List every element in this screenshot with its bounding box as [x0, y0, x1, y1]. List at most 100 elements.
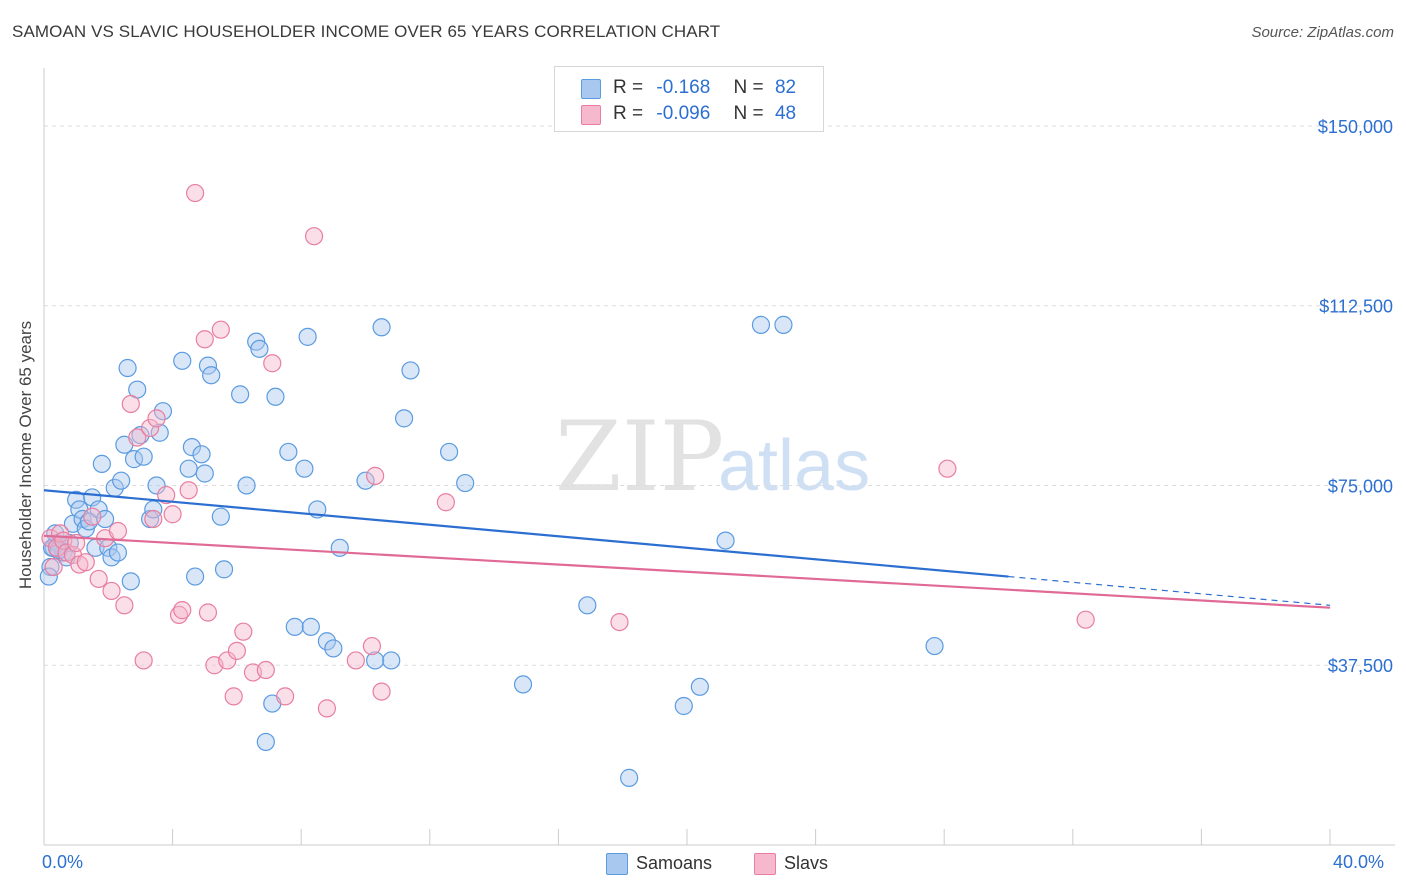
- data-point: [195, 330, 214, 349]
- data-point: [112, 471, 131, 490]
- data-point: [266, 387, 285, 406]
- data-point: [372, 318, 391, 337]
- x-max-label: 40.0%: [1333, 852, 1385, 872]
- series-slavs: [41, 183, 1095, 718]
- data-point: [108, 521, 128, 541]
- data-point: [121, 572, 140, 591]
- data-point: [195, 464, 214, 483]
- data-point: [89, 500, 108, 519]
- data-point: [346, 651, 365, 670]
- data-point: [157, 485, 176, 505]
- data-point: [153, 402, 173, 421]
- data-point: [169, 605, 189, 625]
- data-point: [182, 438, 201, 457]
- data-point: [218, 651, 237, 670]
- series-samoans: [39, 315, 944, 787]
- data-point: [231, 385, 250, 404]
- data-point: [578, 596, 597, 615]
- data-point: [179, 481, 198, 500]
- data-point: [362, 636, 382, 656]
- n-label: N =: [733, 77, 764, 98]
- data-point: [214, 560, 234, 579]
- data-point: [366, 651, 385, 670]
- r-value: -0.096: [656, 103, 711, 124]
- data-point: [285, 617, 304, 636]
- y-tick-label: $75,000: [1328, 476, 1393, 496]
- data-point: [317, 699, 337, 718]
- data-point: [456, 473, 475, 493]
- data-point: [690, 677, 709, 696]
- legend-swatch-slavs: [754, 853, 776, 875]
- data-point: [89, 569, 108, 589]
- data-point: [121, 394, 140, 414]
- data-point: [198, 603, 218, 622]
- trend-line-slavs: [43, 534, 1331, 609]
- data-point: [301, 617, 320, 636]
- data-point: [179, 459, 198, 478]
- n-value: 48: [774, 103, 797, 124]
- watermark-atlas: atlas: [718, 426, 870, 506]
- y-tick-label: $112,500: [1319, 297, 1393, 317]
- data-point: [295, 459, 314, 478]
- axes: [43, 68, 1395, 846]
- data-point: [144, 509, 163, 529]
- data-point: [202, 366, 221, 385]
- data-point: [234, 622, 253, 641]
- y-tick-labels: $150,000 $112,500 $75,000 $37,500: [1318, 117, 1393, 676]
- data-point: [211, 320, 230, 339]
- source-label: Source: ZipAtlas.com: [1251, 24, 1394, 41]
- data-point: [44, 557, 63, 577]
- data-point: [279, 442, 298, 462]
- data-point: [394, 409, 414, 428]
- r-value: -0.168: [656, 77, 711, 98]
- data-point: [83, 507, 102, 526]
- data-point: [140, 418, 160, 438]
- r-label: R =: [613, 77, 644, 98]
- data-point: [382, 651, 401, 670]
- data-point: [186, 567, 205, 586]
- data-point: [751, 315, 771, 334]
- legend-swatch-slavs: [581, 105, 601, 125]
- data-point: [610, 612, 629, 632]
- data-point: [39, 567, 58, 586]
- data-point: [366, 466, 385, 485]
- data-point: [250, 339, 269, 358]
- data-point: [513, 675, 533, 694]
- chart-title: SAMOAN VS SLAVIC HOUSEHOLDER INCOME OVER…: [12, 22, 721, 41]
- y-tick-label: $150,000: [1318, 117, 1393, 137]
- data-point: [134, 447, 153, 466]
- data-point: [150, 423, 169, 442]
- n-label: N =: [733, 103, 764, 124]
- data-point: [198, 356, 218, 375]
- data-point: [317, 632, 337, 651]
- data-point: [227, 641, 246, 660]
- trend-lines: [43, 489, 1331, 609]
- data-point: [401, 361, 420, 380]
- data-point: [276, 687, 295, 706]
- data-point: [173, 351, 192, 370]
- data-point: [47, 538, 66, 557]
- data-point: [186, 183, 205, 203]
- x-min-label: 0.0%: [42, 852, 84, 872]
- data-point: [115, 596, 134, 615]
- data-point: [147, 409, 166, 428]
- data-point: [925, 636, 944, 656]
- watermark-zip: ZIP: [555, 401, 724, 513]
- data-point: [938, 459, 957, 478]
- data-point: [147, 476, 166, 495]
- data-point: [128, 428, 147, 447]
- data-point: [356, 471, 375, 490]
- n-value: 82: [774, 77, 797, 98]
- data-point: [108, 543, 128, 562]
- trend-line-samoans: [43, 489, 1009, 578]
- data-point: [131, 426, 150, 445]
- data-point: [774, 315, 793, 334]
- data-point: [439, 442, 459, 462]
- legend-label-samoans: Samoans: [636, 853, 713, 873]
- data-point: [192, 445, 211, 464]
- trend-extension-samoans: [1008, 575, 1331, 606]
- data-point: [256, 660, 275, 680]
- r-label: R =: [613, 103, 644, 124]
- data-point: [102, 581, 121, 601]
